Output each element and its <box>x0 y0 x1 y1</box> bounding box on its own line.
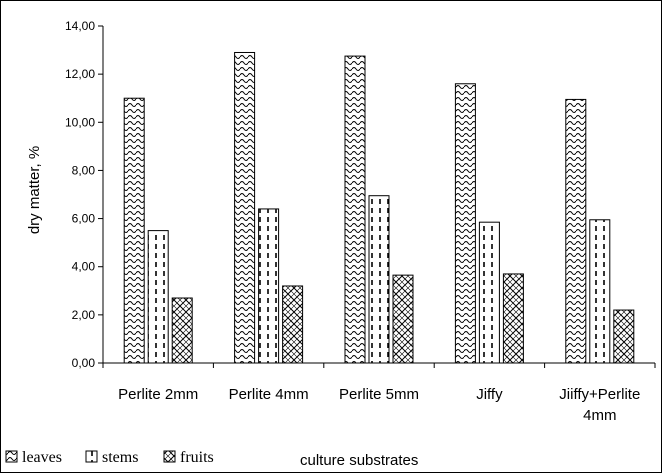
x-axis-title: culture substrates <box>300 452 418 469</box>
y-tick-label: 10,00 <box>65 115 95 129</box>
y-axis: 0,00 2,00 4,00 6,00 8,00 10,00 12,00 14,00 <box>65 19 104 370</box>
y-tick-label: 8,00 <box>72 163 96 177</box>
bar-stems <box>258 208 280 364</box>
x-category-label: Perlite 5mm <box>339 386 419 403</box>
x-category-label: Perlite 2mm <box>118 386 198 403</box>
bar-fruits <box>282 285 304 364</box>
bar-stems <box>147 230 169 364</box>
bar-stems <box>589 219 611 364</box>
x-category-label: Perlite 4mm <box>229 386 309 403</box>
bar-stems <box>368 195 390 364</box>
legend-label-stems: stems <box>102 449 138 466</box>
bar-fruits <box>171 297 193 364</box>
bar-leaves <box>344 55 366 364</box>
bar-leaves <box>565 98 587 364</box>
bar-fruits <box>392 274 414 364</box>
y-tick-label: 6,00 <box>72 212 96 226</box>
bar-fruits <box>502 273 524 364</box>
bars-group <box>123 51 635 364</box>
legend-label-leaves: leaves <box>22 449 62 466</box>
x-category-label: Jiffy <box>476 386 503 403</box>
legend-swatch-stems <box>85 450 98 463</box>
bar-leaves <box>234 51 256 364</box>
y-axis-title: dry matter, % <box>26 146 43 234</box>
y-tick-label: 14,00 <box>65 19 95 33</box>
bar-leaves <box>454 83 476 364</box>
legend-label-fruits: fruits <box>180 449 214 466</box>
legend: leaves stems fruits <box>5 449 214 466</box>
bar-fruits <box>613 309 635 364</box>
y-tick-label: 4,00 <box>72 260 96 274</box>
y-tick-label: 2,00 <box>72 308 96 322</box>
legend-swatch-fruits <box>163 450 176 463</box>
y-tick-label: 12,00 <box>65 67 95 81</box>
x-axis: Perlite 2mm Perlite 4mm Perlite 5mm Jiffy Ji… <box>102 362 656 424</box>
bar-leaves <box>123 97 145 364</box>
y-tick-label: 0,00 <box>72 356 96 370</box>
bar-stems <box>478 221 500 364</box>
legend-swatch-leaves <box>5 450 18 463</box>
x-category-label: Jiiffy+Perlite 4mm <box>559 386 640 424</box>
